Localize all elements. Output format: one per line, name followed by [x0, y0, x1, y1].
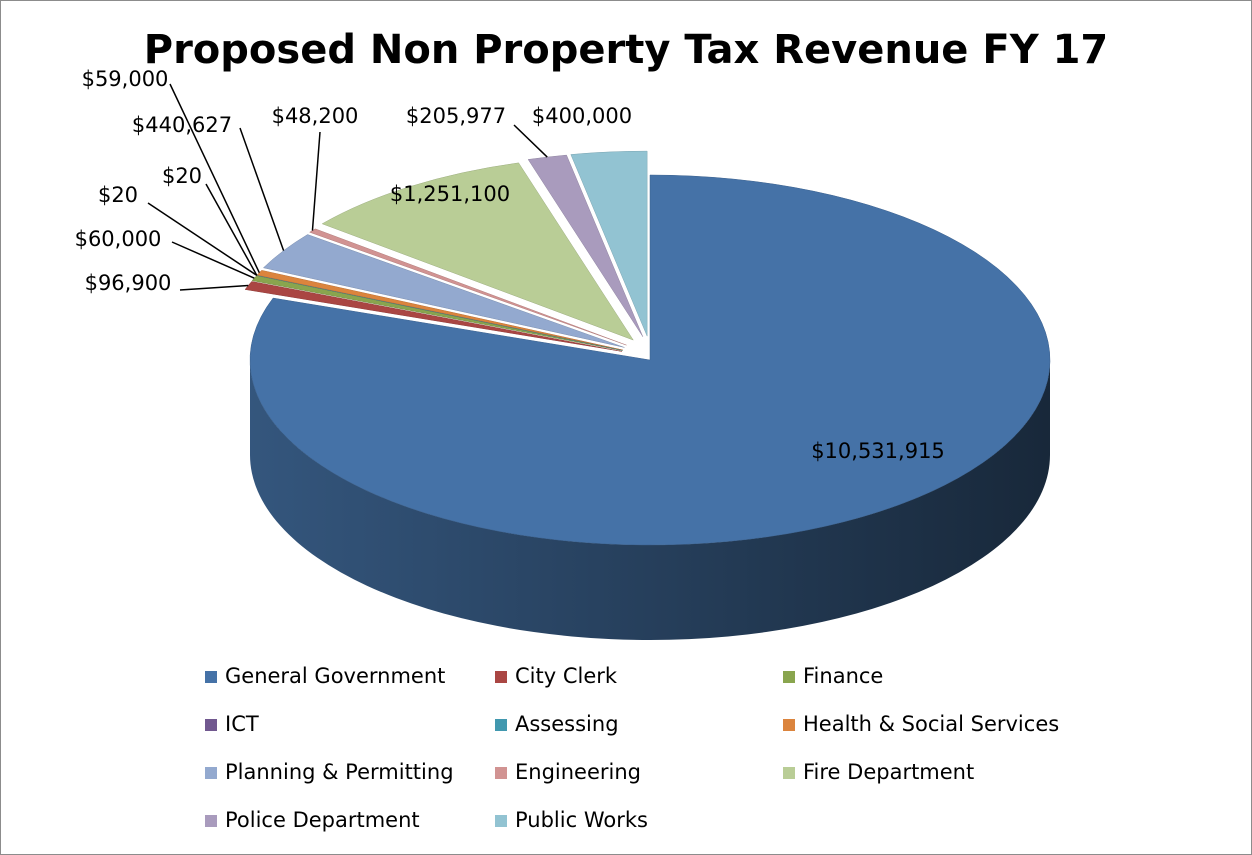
slice: [527, 154, 644, 337]
leader-line: [147, 202, 258, 277]
legend-swatch: [783, 767, 795, 779]
data-label: $20: [98, 183, 138, 207]
legend-swatch: [495, 767, 507, 779]
slice: [321, 162, 634, 341]
data-label: $1,251,100: [390, 182, 510, 206]
legend-label: Engineering: [515, 760, 641, 784]
pie-tops: [244, 150, 1051, 546]
slice: [249, 174, 1051, 546]
legend-swatch: [783, 719, 795, 731]
legend-label: Assessing: [515, 712, 619, 736]
legend-swatch: [495, 671, 507, 683]
legend-label: Finance: [803, 664, 883, 688]
legend-label: Police Department: [225, 808, 420, 832]
data-label: $10,531,915: [811, 439, 945, 463]
leader-line: [311, 131, 321, 231]
legend-swatch: [205, 719, 217, 731]
leader-line: [179, 284, 249, 291]
legend-label: Planning & Permitting: [225, 760, 454, 784]
legend-label: General Government: [225, 664, 445, 688]
data-label: $20: [162, 164, 202, 188]
slice-side: [250, 360, 1050, 640]
data-labels: $10,531,915 $96,900 $60,000 $20 $20 $59,000 $4…: [75, 67, 945, 463]
chart-title: Proposed Non Property Tax Revenue FY 17: [144, 27, 1109, 73]
legend-swatch: [205, 671, 217, 683]
legend-label: Health & Social Services: [803, 712, 1059, 736]
legend-label: Public Works: [515, 808, 648, 832]
legend-swatch: [495, 815, 507, 827]
legend-label: Fire Department: [803, 760, 974, 784]
legend: General Government City Clerk Finance ICT As…: [205, 664, 1059, 832]
leader-line: [205, 183, 258, 276]
data-label: $440,627: [132, 113, 232, 137]
data-label: $96,900: [85, 271, 172, 295]
data-label: $400,000: [532, 104, 632, 128]
legend-swatch: [205, 815, 217, 827]
leader-line: [239, 127, 285, 251]
slice: [570, 150, 648, 337]
pie-sides: [250, 360, 1050, 640]
slice: [309, 228, 627, 346]
data-label: $205,977: [406, 104, 506, 128]
legend-label: City Clerk: [515, 664, 618, 688]
legend-swatch: [783, 671, 795, 683]
legend-label: ICT: [225, 712, 259, 736]
data-label: $60,000: [75, 227, 162, 251]
leader-line: [169, 83, 260, 274]
data-label: $59,000: [82, 67, 169, 91]
leader-line: [171, 241, 255, 279]
legend-swatch: [205, 767, 217, 779]
leader-line: [513, 124, 548, 158]
data-label: $48,200: [272, 104, 359, 128]
legend-swatch: [495, 719, 507, 731]
